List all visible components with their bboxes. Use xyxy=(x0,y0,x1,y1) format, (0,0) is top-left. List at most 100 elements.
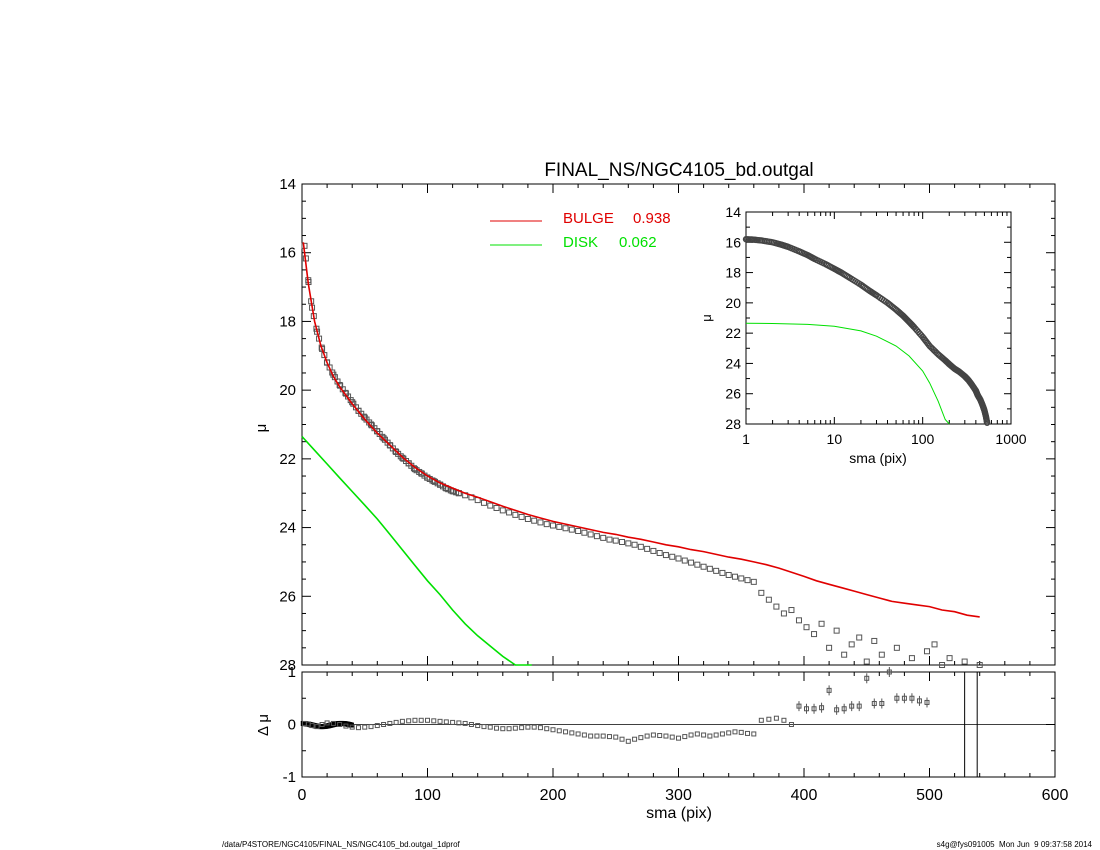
residual-data-point xyxy=(669,734,675,740)
main-data-point xyxy=(923,648,930,655)
residual-data-point xyxy=(500,726,506,732)
footer-timestamp: s4g@fys091005 Mon Jun 9 09:37:58 2014 xyxy=(936,840,1092,849)
main-data-point xyxy=(637,543,644,550)
residual-data-point xyxy=(886,669,892,675)
residual-data-point xyxy=(773,715,779,721)
main-data-point xyxy=(826,644,833,651)
residual-x-label: sma (pix) xyxy=(646,805,712,822)
main-data-point xyxy=(788,607,795,614)
residual-data-point xyxy=(374,723,380,729)
inset-x-axis: 1 10 100 1000 xyxy=(742,212,1027,447)
main-data-point xyxy=(587,531,594,538)
main-data-point xyxy=(863,658,870,665)
residual-data-point xyxy=(864,675,870,681)
residual-data-point xyxy=(732,729,738,735)
main-data-point xyxy=(644,545,651,552)
main-data-point xyxy=(694,561,701,568)
main-data-point xyxy=(656,549,663,556)
main-y-tick-label: 16 xyxy=(279,245,296,262)
residual-data-point xyxy=(450,719,456,725)
inset-y-tick-label: 14 xyxy=(725,204,741,220)
residual-data-point xyxy=(894,695,900,701)
residual-data-point xyxy=(437,718,443,724)
main-y-tick-label: 22 xyxy=(279,451,296,468)
residual-data-point xyxy=(563,729,569,735)
residual-data-point xyxy=(594,733,600,739)
main-data-point xyxy=(871,637,878,644)
residual-data-point xyxy=(901,695,907,701)
main-y-tick-label: 18 xyxy=(279,313,296,330)
residual-data-point xyxy=(879,701,885,706)
residual-data-point xyxy=(676,735,681,741)
main-data-point xyxy=(738,575,745,582)
residual-data-point xyxy=(519,725,525,731)
residual-x-axis: 0 100 200 300 400 500 600 xyxy=(298,672,1068,804)
main-data-point xyxy=(688,559,695,566)
residual-data-point xyxy=(324,720,330,726)
main-profile-plot: FINAL_NS/NGC4105_bd.outgal 14 16 18 20 22 24 2… xyxy=(253,160,1056,674)
residual-x-tick-label: 400 xyxy=(791,787,818,804)
residual-data-point xyxy=(381,722,387,727)
residual-data-point xyxy=(468,722,474,727)
inset-data-points xyxy=(742,236,991,426)
residual-data-point xyxy=(909,695,915,701)
inset-x-tick-label: 1 xyxy=(742,431,750,447)
residual-data-point xyxy=(443,719,449,725)
residual-data-point xyxy=(916,698,922,704)
main-data-point xyxy=(946,655,953,662)
residual-data-point xyxy=(456,720,462,726)
residual-data-point xyxy=(531,724,537,730)
main-data-point xyxy=(908,655,915,662)
residual-data-point xyxy=(781,717,787,723)
residual-data-point xyxy=(550,727,556,733)
residual-y-tick-label: -1 xyxy=(283,769,296,786)
residual-data-point xyxy=(849,703,855,709)
residual-data-point xyxy=(475,723,481,729)
residual-data-point xyxy=(688,732,694,738)
residual-data-point xyxy=(481,724,487,730)
main-data-point xyxy=(841,651,848,658)
residual-data-point xyxy=(745,730,751,736)
main-data-point xyxy=(818,620,825,627)
inset-y-tick-label: 28 xyxy=(725,416,741,432)
main-data-point xyxy=(719,569,726,576)
main-data-point xyxy=(575,528,582,535)
inset-log-plot: 14 16 18 20 22 24 26 28 1 10 100 1000 μ sma (pix) xyxy=(699,204,1027,466)
main-data-point xyxy=(833,627,840,634)
residual-data-point xyxy=(644,733,650,739)
residual-data-point xyxy=(707,733,713,739)
residual-data-point xyxy=(796,703,802,709)
residual-vertical-lines xyxy=(964,672,978,777)
residual-data-point xyxy=(588,733,594,739)
residual-data-point xyxy=(606,734,612,740)
main-y-tick-label: 26 xyxy=(279,588,296,605)
bulge-series-line xyxy=(302,242,980,618)
residual-y-tick-label: 1 xyxy=(288,664,296,681)
main-data-point xyxy=(556,523,563,530)
main-y-label: μ xyxy=(253,424,270,433)
main-y-tick-label: 28 xyxy=(279,657,296,674)
disk-series-line xyxy=(301,435,532,666)
residual-data-point xyxy=(487,724,493,730)
residual-data-point xyxy=(512,725,518,731)
main-data-point xyxy=(893,644,900,651)
residual-data-point xyxy=(701,732,707,738)
main-data-point xyxy=(480,499,487,506)
residual-data-point xyxy=(362,724,368,730)
inset-y-label: μ xyxy=(699,314,714,322)
residual-y-tick-label: 0 xyxy=(288,717,296,734)
residual-data-point xyxy=(788,722,794,727)
legend-disk-name: DISK xyxy=(563,234,598,251)
residual-x-tick-label: 100 xyxy=(414,787,441,804)
residual-data-point xyxy=(682,734,688,740)
main-data-point xyxy=(931,641,938,648)
main-data-point xyxy=(750,578,757,585)
residual-data-point xyxy=(575,731,581,737)
residual-data-point xyxy=(804,706,810,712)
main-data-point xyxy=(518,513,525,520)
inset-x-label: sma (pix) xyxy=(849,450,907,466)
main-data-point xyxy=(399,454,406,461)
residual-data-point xyxy=(819,705,825,711)
main-data-point xyxy=(506,509,513,516)
